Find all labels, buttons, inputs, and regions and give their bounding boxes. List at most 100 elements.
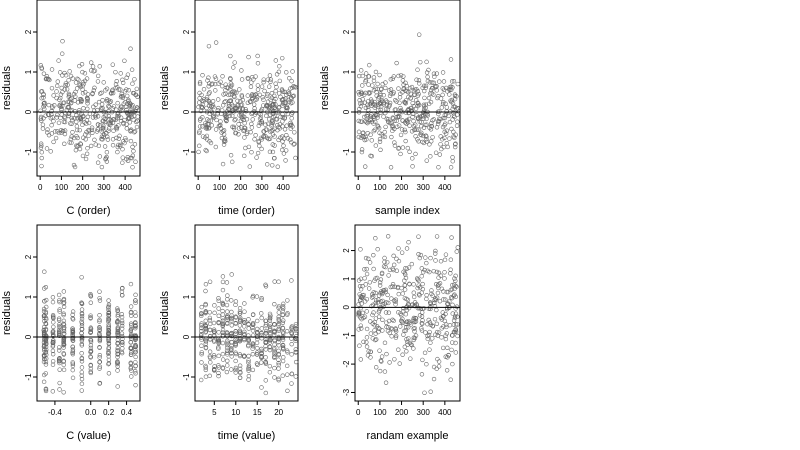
scatter-point	[77, 63, 82, 69]
scatter-point	[65, 105, 70, 110]
scatter-point	[106, 341, 112, 347]
scatter-point	[39, 66, 45, 72]
scatter-point	[256, 111, 262, 116]
scatter-point	[42, 286, 47, 291]
scatter-point	[389, 326, 394, 331]
scatter-point	[50, 295, 56, 300]
scatter-point	[48, 115, 54, 121]
scatter-point	[448, 257, 454, 262]
scatter-point	[119, 323, 125, 329]
scatter-point	[411, 317, 416, 322]
scatter-point	[436, 111, 441, 117]
scatter-point	[289, 116, 294, 121]
scatter-point	[244, 116, 250, 122]
scatter-point	[285, 298, 290, 303]
scatter-point	[243, 109, 249, 114]
scatter-point	[280, 312, 285, 317]
scatter-point	[43, 387, 49, 392]
plot-frame	[194, 0, 299, 177]
scatter-point	[216, 353, 221, 359]
scatter-point	[206, 122, 211, 127]
scatter-point	[431, 71, 437, 76]
scatter-point	[57, 387, 62, 392]
scatter-point	[272, 301, 277, 307]
scatter-point	[88, 370, 94, 376]
scatter-point	[254, 294, 260, 299]
scatter-point	[61, 312, 66, 318]
scatter-point	[289, 341, 294, 347]
scatter-point	[57, 367, 62, 372]
scatter-point	[101, 128, 106, 133]
scatter-point	[363, 119, 368, 124]
scatter-point	[120, 77, 125, 83]
scatter-point	[67, 99, 72, 105]
scatter-point	[448, 271, 453, 276]
scatter-point	[201, 99, 206, 104]
scatter-point	[279, 97, 285, 103]
scatter-points	[38, 39, 140, 170]
scatter-point	[43, 362, 49, 367]
scatter-point	[259, 297, 264, 302]
scatter-point	[375, 247, 380, 252]
scatter-point	[133, 382, 138, 388]
scatter-point	[289, 278, 294, 283]
scatter-point	[413, 316, 419, 321]
scatter-point	[419, 328, 425, 333]
scatter-point	[429, 121, 434, 126]
scatter-point	[269, 123, 274, 129]
scatter-point	[419, 372, 425, 377]
scatter-point	[65, 99, 71, 105]
scatter-point	[284, 70, 289, 75]
scatter-point	[444, 331, 449, 336]
scatter-point	[109, 88, 115, 94]
scatter-point	[119, 333, 125, 339]
scatter-point	[107, 99, 113, 105]
scatter-point	[389, 296, 394, 301]
scatter-point	[372, 127, 378, 132]
scatter-point	[267, 149, 273, 155]
scatter-point	[440, 86, 445, 91]
scatter-point	[393, 329, 399, 334]
scatter-point	[80, 153, 86, 159]
scatter-point	[404, 324, 409, 330]
scatter-point	[250, 344, 256, 349]
scatter-point	[133, 298, 138, 303]
scatter-point	[78, 115, 84, 121]
scatter-point	[214, 117, 219, 123]
scatter-point	[268, 79, 273, 85]
scatter-point	[427, 329, 432, 335]
scatter-point	[392, 357, 397, 362]
scatter-point	[199, 377, 204, 383]
scatter-point	[241, 353, 247, 358]
scatter-point	[281, 347, 286, 352]
scatter-point	[246, 363, 252, 368]
scatter-point	[61, 325, 67, 330]
scatter-point	[270, 119, 275, 124]
scatter-point	[219, 135, 225, 141]
scatter-point	[434, 366, 439, 371]
y-tick-label: -3	[342, 388, 351, 396]
scatter-point	[134, 119, 139, 125]
scatter-point	[229, 298, 234, 303]
scatter-point	[64, 87, 70, 92]
scatter-point	[244, 131, 250, 136]
scatter-point	[247, 99, 253, 104]
scatter-point	[454, 304, 460, 309]
scatter-point	[199, 351, 204, 357]
scatter-point	[203, 327, 208, 332]
scatter-point	[363, 71, 369, 76]
scatter-point	[371, 128, 377, 134]
scatter-point	[411, 294, 417, 300]
scatter-point	[43, 327, 49, 332]
scatter-point	[55, 79, 60, 84]
scatter-point	[233, 117, 238, 122]
scatter-point	[411, 282, 416, 287]
scatter-point	[74, 124, 80, 129]
scatter-point	[118, 142, 123, 148]
scatter-point	[203, 302, 208, 308]
scatter-point	[50, 338, 56, 343]
scatter-point	[51, 329, 56, 334]
scatter-point	[216, 330, 221, 335]
scatter-point	[268, 322, 273, 327]
scatter-point	[378, 86, 384, 91]
